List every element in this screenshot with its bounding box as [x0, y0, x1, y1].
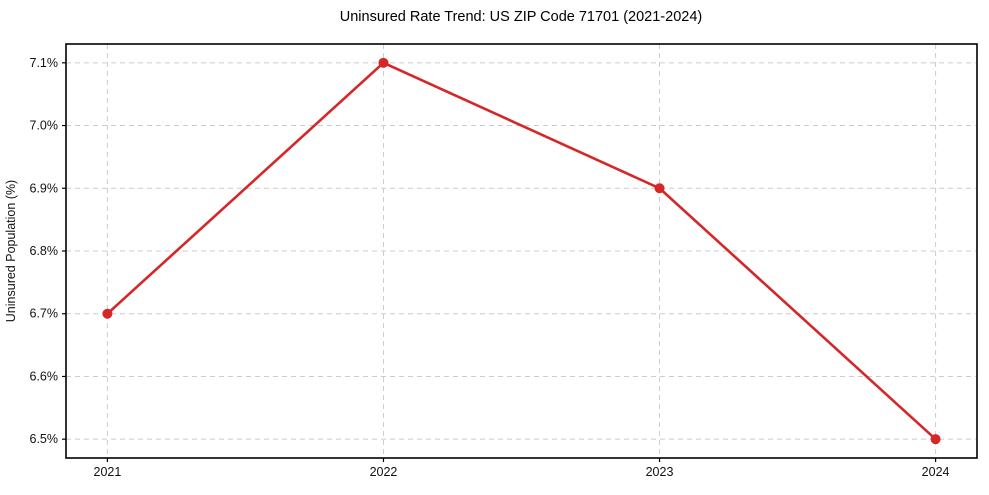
- y-tick-label: 7.0%: [30, 119, 59, 133]
- y-tick-label: 6.5%: [30, 432, 59, 446]
- data-point-2021: [102, 308, 113, 319]
- x-tick-label: 2023: [646, 465, 674, 479]
- plot-area: 6.5% 6.6% 6.7% 6.8% 6.9% 7.0% 7.1% 2021 2022 2023…: [30, 43, 978, 479]
- x-tick-label: 2022: [370, 465, 398, 479]
- data-point-2023: [654, 183, 665, 194]
- trend-line: [106, 61, 937, 441]
- y-axis-label: Uninsured Population (%): [4, 180, 18, 322]
- y-tick-label: 6.6%: [30, 369, 59, 383]
- x-tick-label: 2024: [922, 465, 950, 479]
- y-tick-label: 6.8%: [30, 244, 59, 258]
- plot-border: [65, 43, 978, 459]
- data-point-2024: [930, 434, 941, 445]
- x-tick-label: 2021: [94, 465, 122, 479]
- y-tick-label: 6.7%: [30, 307, 59, 321]
- data-point-2022: [378, 57, 389, 68]
- y-tick-label: 7.1%: [30, 56, 59, 70]
- y-tick-label: 6.9%: [30, 181, 59, 195]
- chart-title: Uninsured Rate Trend: US ZIP Code 71701 …: [340, 9, 702, 25]
